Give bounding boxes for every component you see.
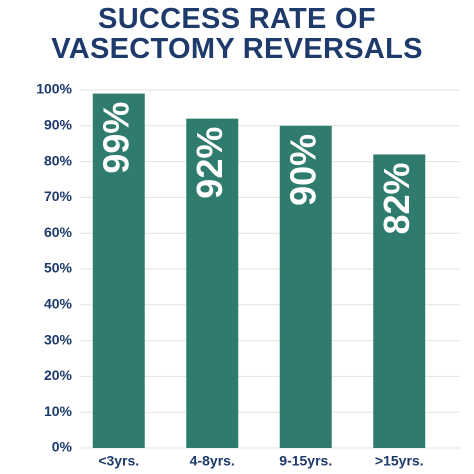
bar [373,154,426,448]
chart-title: SUCCESS RATE OF VASECTOMY REVERSALS [51,3,423,65]
bar [186,118,239,448]
bar [279,125,332,449]
value-label: 92% [189,127,230,199]
y-tick-label: 60% [44,224,73,240]
value-label: 82% [376,162,417,234]
y-tick-label: 80% [44,152,73,168]
x-tick-label: 4-8yrs. [190,453,235,469]
y-tick-label: 0% [52,439,73,455]
x-tick-label: 9-15yrs. [279,453,332,469]
value-label: 90% [282,134,323,206]
y-tick-label: 70% [44,188,73,204]
y-tick-label: 50% [44,260,73,276]
y-tick-label: 30% [44,331,73,347]
bar [92,93,145,448]
x-tick-label: >15yrs. [375,453,424,469]
y-tick-label: 100% [36,81,72,97]
y-tick-label: 10% [44,403,73,419]
x-tick-label: <3yrs. [98,453,139,469]
value-label: 99% [95,102,136,174]
y-tick-label: 40% [44,296,73,312]
y-tick-label: 90% [44,117,73,133]
y-tick-label: 20% [44,367,73,383]
